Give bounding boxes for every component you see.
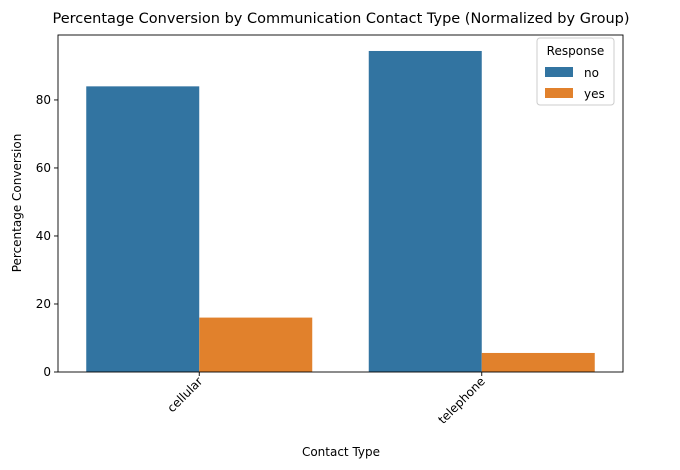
plot-area: 0 20 40 60 80 cellular telephone [36, 34, 624, 427]
legend-swatch-no [545, 67, 573, 77]
x-tick-label-cellular: cellular [164, 374, 205, 415]
bar-yes-telephone [481, 352, 595, 372]
y-tick-label: 60 [36, 161, 51, 175]
legend-entries: no yes [545, 66, 605, 101]
y-tick-label: 80 [36, 93, 51, 107]
x-tick-label-telephone: telephone [435, 374, 488, 427]
bar-yes-cellular [199, 317, 313, 372]
legend-title: Response [547, 44, 605, 58]
chart-title: Percentage Conversion by Communication C… [53, 11, 630, 27]
bar-no-cellular [86, 86, 200, 372]
legend: Response no yes [536, 37, 615, 106]
legend-label-no: no [584, 66, 599, 80]
y-tick-label: 20 [36, 297, 51, 311]
y-tick-label: 0 [43, 365, 51, 379]
legend-label-yes: yes [584, 87, 605, 101]
y-axis-title: Percentage Conversion [10, 134, 24, 273]
legend-swatch-yes [545, 88, 573, 98]
bar-no-telephone [368, 50, 482, 372]
axes-frame [57, 34, 624, 373]
x-axis-title: Contact Type [302, 445, 380, 459]
y-tick-label: 40 [36, 229, 51, 243]
